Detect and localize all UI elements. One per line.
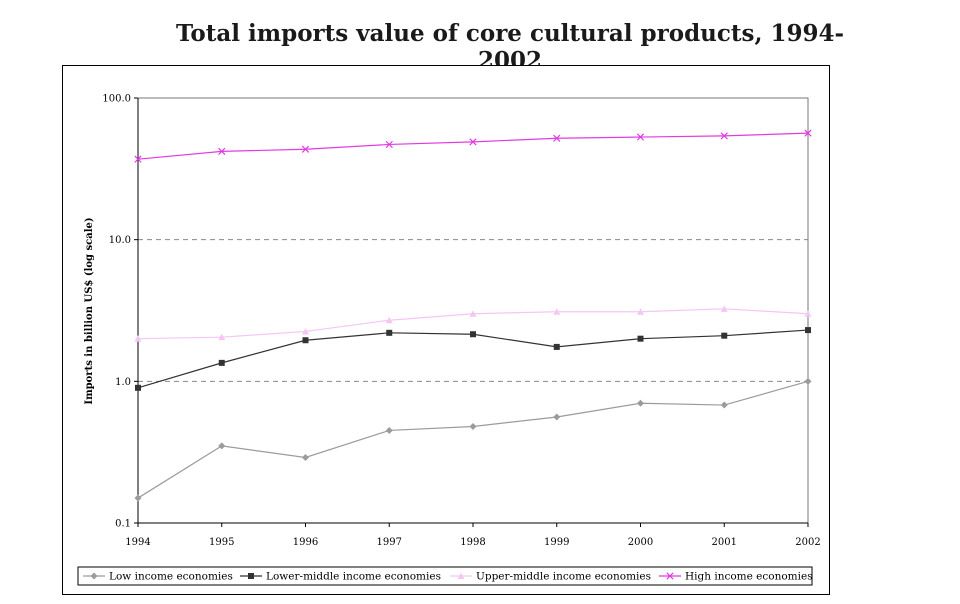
series-line — [137, 132, 809, 160]
data-point — [386, 329, 393, 336]
marker-stroke — [134, 155, 142, 163]
x-tick-label: 1996 — [293, 537, 318, 548]
data-point — [218, 359, 225, 366]
series-4 — [134, 129, 812, 163]
data-point — [804, 129, 812, 137]
data-point — [804, 310, 812, 317]
data-point — [469, 422, 477, 430]
data-point — [134, 335, 142, 342]
data-point — [637, 399, 644, 407]
legend-item: Lower-middle income economies — [240, 571, 441, 583]
y-tick-label: 10.0 — [109, 235, 131, 246]
legend-label: Low income economies — [109, 571, 233, 583]
series-1 — [134, 377, 812, 502]
data-point — [302, 337, 309, 344]
legend: Low income economies Lower-middle income … — [77, 566, 813, 586]
legend-label: High income economies — [685, 571, 813, 583]
data-point — [553, 413, 561, 421]
data-point — [470, 331, 476, 338]
data-point — [804, 377, 812, 385]
legend-marker — [666, 572, 674, 580]
x-tick-label: 2002 — [795, 537, 820, 548]
data-point — [218, 147, 226, 155]
marker-stroke — [469, 138, 477, 146]
chart-frame — [62, 65, 830, 595]
legend-box — [77, 566, 813, 586]
data-point — [553, 308, 561, 315]
x-tick-label: 1994 — [125, 537, 150, 548]
data-point — [385, 316, 393, 324]
y-tick-label: 100.0 — [102, 94, 131, 105]
data-point — [218, 442, 226, 450]
legend-label: Upper-middle income economies — [476, 571, 651, 583]
legend-marker — [248, 573, 254, 579]
marker-stroke — [218, 147, 226, 155]
data-point — [469, 138, 477, 146]
legend-label: Lower-middle income economies — [266, 571, 441, 583]
legend-marker — [457, 572, 465, 579]
y-tick-label: 1.0 — [115, 377, 131, 388]
marker-stroke — [720, 132, 728, 140]
data-point — [553, 134, 561, 142]
series-2 — [135, 327, 811, 391]
y-tick-labels: 0.1 1.0 10.0 100.0 — [102, 94, 131, 530]
y-axis-label: Imports in billion US$ (log scale) — [84, 217, 95, 404]
chart-title: Total imports value of core cultural pro… — [175, 20, 845, 74]
data-point — [636, 133, 645, 141]
data-point — [637, 308, 644, 315]
data-point — [385, 426, 393, 434]
marker-stroke — [804, 129, 812, 137]
series-3 — [134, 305, 812, 342]
axes — [134, 97, 809, 527]
data-point — [134, 155, 142, 163]
x-tick-label: 1995 — [209, 537, 234, 548]
data-point — [720, 305, 728, 312]
marker-stroke — [301, 145, 310, 153]
series-line — [137, 329, 809, 389]
data-point — [720, 132, 728, 140]
series-lines — [134, 129, 812, 502]
data-point — [721, 332, 728, 339]
data-point — [637, 335, 644, 342]
series-line — [137, 380, 809, 499]
x-tick-labels: 1994 1995 1996 1997 1998 1999 2000 2001 2002 — [125, 537, 820, 548]
marker-stroke — [636, 133, 645, 141]
x-tick-label: 1997 — [377, 537, 402, 548]
legend-marker — [90, 572, 98, 580]
data-point — [302, 453, 309, 461]
marker-stroke — [385, 140, 393, 149]
legend-item: Low income economies — [83, 571, 233, 583]
legend-item: High income economies — [659, 571, 813, 583]
marker-stroke — [666, 572, 674, 580]
x-tick-label: 1999 — [544, 537, 569, 548]
data-point — [218, 333, 226, 341]
legend-item: Upper-middle income economies — [450, 571, 651, 583]
data-point — [805, 327, 811, 334]
data-point — [302, 327, 309, 335]
gridlines — [138, 239, 808, 382]
data-point — [134, 494, 142, 502]
data-point — [469, 310, 477, 317]
data-point — [553, 343, 560, 350]
data-point — [720, 401, 728, 409]
x-tick-label: 1998 — [460, 537, 485, 548]
data-point — [301, 145, 310, 153]
y-tick-label: 0.1 — [115, 519, 131, 530]
data-point — [135, 384, 141, 391]
x-tick-label: 2001 — [712, 537, 737, 548]
data-point — [385, 140, 393, 149]
marker-stroke — [553, 134, 561, 142]
x-tick-label: 2000 — [628, 537, 653, 548]
